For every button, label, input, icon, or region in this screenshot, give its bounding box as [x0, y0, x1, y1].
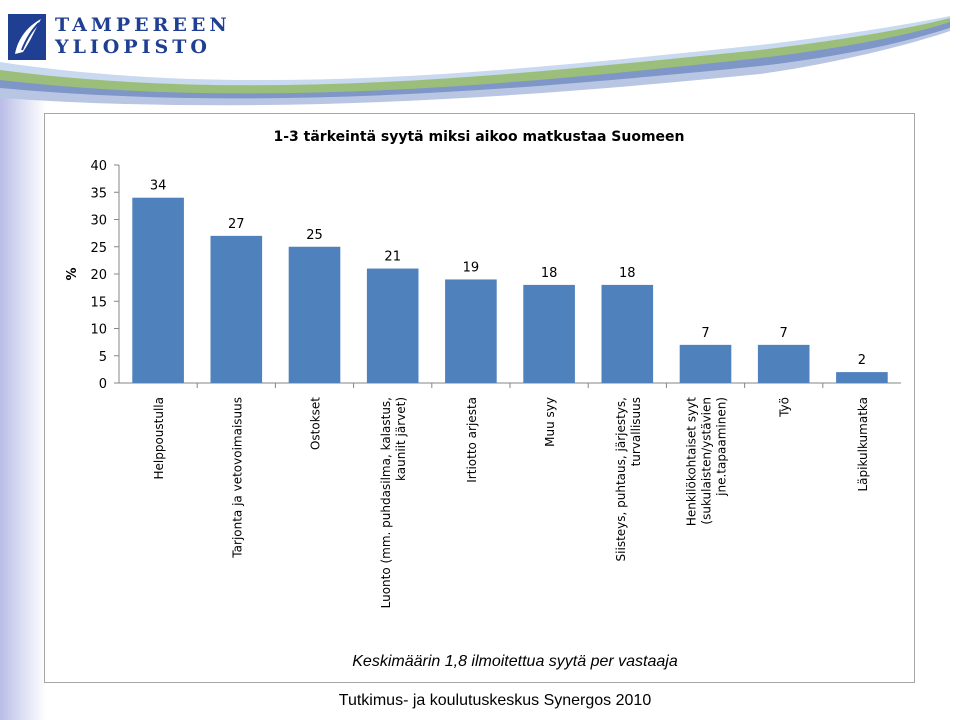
x-tick-label-line: turvallisuus	[629, 397, 643, 466]
bar	[210, 235, 263, 383]
bar	[366, 268, 419, 383]
bar-chart: 1-3 tärkeintä syytä miksi aikoo matkusta…	[65, 129, 901, 670]
header-swoosh	[0, 16, 950, 106]
bar-data-label: 2	[858, 353, 866, 368]
x-tick-label-line: Siisteys, puhtaus, järjestys,	[614, 397, 628, 561]
y-tick-label: 30	[90, 214, 107, 229]
x-tick-label: Läpikulkumatka	[856, 397, 870, 492]
x-tick-label-line: Irtiotto arjesta	[465, 397, 479, 483]
x-tick-label-line: Helppoustulla	[152, 397, 166, 480]
x-tick-label-line: Luonto (mm. puhdasilma, kalastus,	[379, 397, 393, 608]
bar-data-label: 34	[150, 179, 167, 194]
bar	[836, 372, 888, 383]
x-tick-label-line: Henkilökohtaiset syyt	[685, 397, 699, 526]
x-tick-label-line: kauniit järvet)	[394, 397, 408, 481]
chart-annotation: Keskimäärin 1,8 ilmoitettua syytä per va…	[352, 653, 678, 670]
y-tick-label: 20	[90, 268, 107, 283]
y-tick-label: 25	[90, 241, 107, 256]
bar	[523, 284, 575, 383]
bar-data-label: 21	[384, 250, 401, 265]
bar-data-label: 7	[780, 326, 788, 341]
x-tick-label: Ostokset	[309, 397, 323, 450]
bar-data-label: 25	[306, 228, 323, 243]
x-tick-label: Irtiotto arjesta	[465, 397, 479, 483]
x-tick-label-line: (sukulaisten/ystävien	[700, 397, 714, 525]
bar	[601, 284, 654, 383]
x-tick-label: Henkilökohtaiset syyt (sukulaisten/ystävi…	[685, 397, 729, 526]
university-name: TAMPEREEN YLIOPISTO	[55, 14, 231, 58]
chart-frame: 1-3 tärkeintä syytä miksi aikoo matkusta…	[44, 113, 915, 683]
university-logo	[8, 14, 46, 60]
x-tick-label: Muu syy	[543, 397, 557, 447]
bar	[445, 279, 497, 383]
x-tick-label-line: Läpikulkumatka	[856, 397, 870, 492]
bar	[132, 197, 184, 383]
university-name-line1: TAMPEREEN	[55, 14, 231, 36]
x-tick-label: Siisteys, puhtaus, järjestys, turvallisuu…	[614, 397, 643, 561]
bar-data-label: 18	[541, 266, 558, 281]
leaf-logo-icon	[15, 19, 41, 54]
y-tick-label: 0	[99, 377, 107, 392]
x-tick-label-line: Ostokset	[309, 397, 323, 450]
x-tick-label-line: Muu syy	[543, 397, 557, 447]
x-tick-label: Luonto (mm. puhdasilma, kalastus, kauniit…	[379, 397, 408, 608]
x-tick-label: Helppoustulla	[152, 397, 166, 480]
x-tick-label-line: Tarjonta ja vetovoimaisuus	[230, 397, 244, 559]
x-tick-label: Työ	[778, 397, 792, 418]
x-tick-label-line: Työ	[778, 397, 792, 418]
footer-text: Tutkimus- ja koulutuskeskus Synergos 201…	[338, 692, 652, 709]
bar-data-label: 18	[619, 266, 636, 281]
bars-group: 34 27 25 21 19 18 18 7 7 2	[132, 179, 888, 388]
university-name-line2: YLIOPISTO	[55, 36, 211, 58]
y-axis-label: %	[65, 267, 80, 280]
bar	[288, 246, 341, 383]
bar-data-label: 27	[228, 217, 245, 232]
bar	[757, 344, 810, 383]
bar-data-label: 7	[701, 326, 709, 341]
y-tick-label: 40	[90, 159, 107, 174]
x-tick-label: Tarjonta ja vetovoimaisuus	[230, 397, 244, 559]
x-tick-label-line: jne.tapaaminen)	[715, 397, 729, 497]
y-tick-label: 15	[90, 295, 107, 310]
chart-title: 1-3 tärkeintä syytä miksi aikoo matkusta…	[273, 129, 684, 145]
y-tick-label: 5	[99, 350, 107, 365]
bar	[679, 344, 732, 383]
x-labels-group: Helppoustulla Tarjonta ja vetovoimaisuus O…	[152, 397, 870, 609]
bar-data-label: 19	[463, 260, 480, 275]
y-tick-label: 35	[90, 186, 107, 201]
side-gradient	[0, 90, 46, 720]
y-tick-label: 10	[90, 323, 107, 338]
